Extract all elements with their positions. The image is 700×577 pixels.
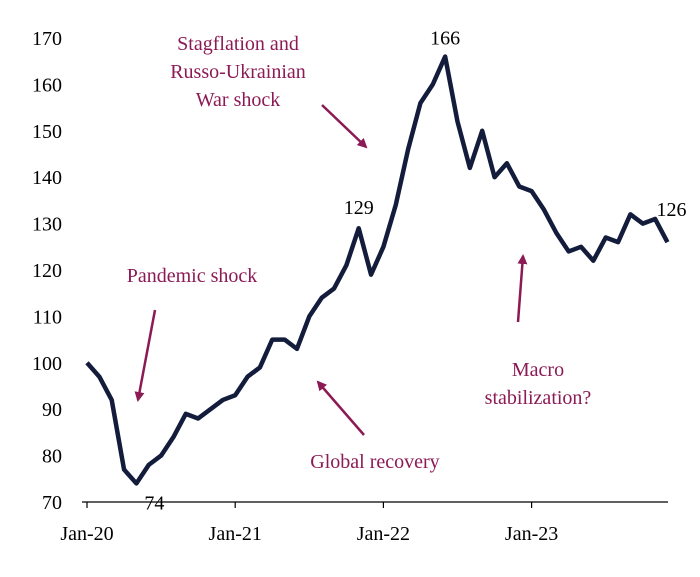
y-tick-label: 90 [42, 399, 62, 421]
annotation: stabilization? [485, 387, 592, 409]
y-tick-label: 100 [32, 353, 62, 375]
annotation: Global recovery [310, 451, 439, 473]
annotation: Stagflation and [177, 33, 299, 55]
annotation: Pandemic shock [127, 265, 258, 287]
y-tick-label: 120 [32, 260, 62, 282]
x-tick-label: Jan-22 [357, 523, 410, 545]
y-tick-label: 160 [32, 74, 62, 96]
arrow [134, 309, 157, 402]
annotation: Russo-Ukrainian [170, 61, 306, 83]
arrow [516, 254, 528, 323]
y-tick-label: 70 [42, 492, 62, 514]
line [85, 54, 670, 486]
arrows [134, 104, 528, 436]
arrow [316, 380, 365, 436]
y-tick-label: 110 [33, 306, 62, 328]
annotation: War shock [196, 89, 280, 111]
x-tick-label: Jan-23 [505, 523, 558, 545]
data-label: 126 [656, 199, 686, 221]
arrow [321, 104, 368, 149]
y-tick-label: 150 [32, 121, 62, 143]
data-label: 74 [144, 492, 164, 514]
data-label: 129 [344, 197, 374, 219]
y-tick-label: 80 [42, 446, 62, 468]
y-tick-label: 140 [32, 167, 62, 189]
y-tick-label: 130 [32, 214, 62, 236]
annotation: Macro [512, 359, 564, 381]
x-tick-label: Jan-21 [209, 523, 262, 545]
y-tick-label: 170 [32, 28, 62, 50]
data-label: 166 [430, 28, 460, 50]
x-tick-label: Jan-20 [60, 523, 113, 545]
